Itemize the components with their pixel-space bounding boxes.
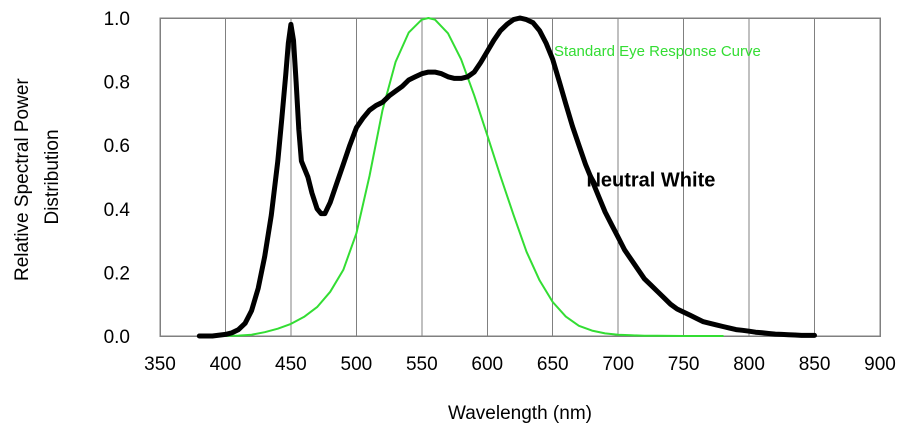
x-tick-labels: 350 400 450 500 550 600 650 700 750 800 850 900 bbox=[144, 354, 896, 375]
series-line-neutral-white bbox=[196, 15, 817, 339]
y-tick-label: 0.0 bbox=[104, 327, 130, 348]
x-tick-label: 550 bbox=[406, 354, 438, 375]
y-axis-title-line2: Distribution bbox=[42, 129, 63, 224]
y-tick-label: 0.4 bbox=[104, 200, 131, 221]
x-tick-label: 600 bbox=[471, 354, 503, 375]
y-tick-label: 1.0 bbox=[104, 9, 130, 30]
x-tick-label: 750 bbox=[668, 354, 700, 375]
x-tick-label: 650 bbox=[537, 354, 569, 375]
series-lines bbox=[196, 15, 817, 339]
x-axis-title: Wavelength (nm) bbox=[448, 403, 592, 424]
x-tick-label: 450 bbox=[275, 354, 307, 375]
y-tick-labels: 0.0 0.2 0.4 0.6 0.8 1.0 bbox=[104, 9, 131, 348]
y-axis-title-line1: Relative Spectral Power bbox=[12, 78, 33, 281]
y-tick-label: 0.8 bbox=[104, 73, 130, 94]
plot-frame bbox=[159, 17, 881, 337]
annotation-eye-response: Standard Eye Response Curve bbox=[554, 43, 761, 60]
y-tick-label: 0.2 bbox=[104, 263, 130, 284]
grid-lines bbox=[224, 18, 816, 336]
y-axis-title: Relative Spectral Power Distribution bbox=[12, 73, 63, 281]
x-tick-label: 850 bbox=[799, 354, 831, 375]
x-tick-label: 350 bbox=[144, 354, 176, 375]
x-tick-label: 400 bbox=[210, 354, 242, 375]
x-tick-label: 800 bbox=[733, 354, 765, 375]
x-tick-label: 700 bbox=[602, 354, 634, 375]
y-tick-label: 0.6 bbox=[104, 136, 130, 157]
annotation-neutral-white: Neutral White bbox=[586, 170, 715, 192]
annotations: Neutral White Standard Eye Response Curve bbox=[554, 43, 761, 191]
x-tick-label: 900 bbox=[864, 354, 896, 375]
x-tick-label: 500 bbox=[341, 354, 373, 375]
